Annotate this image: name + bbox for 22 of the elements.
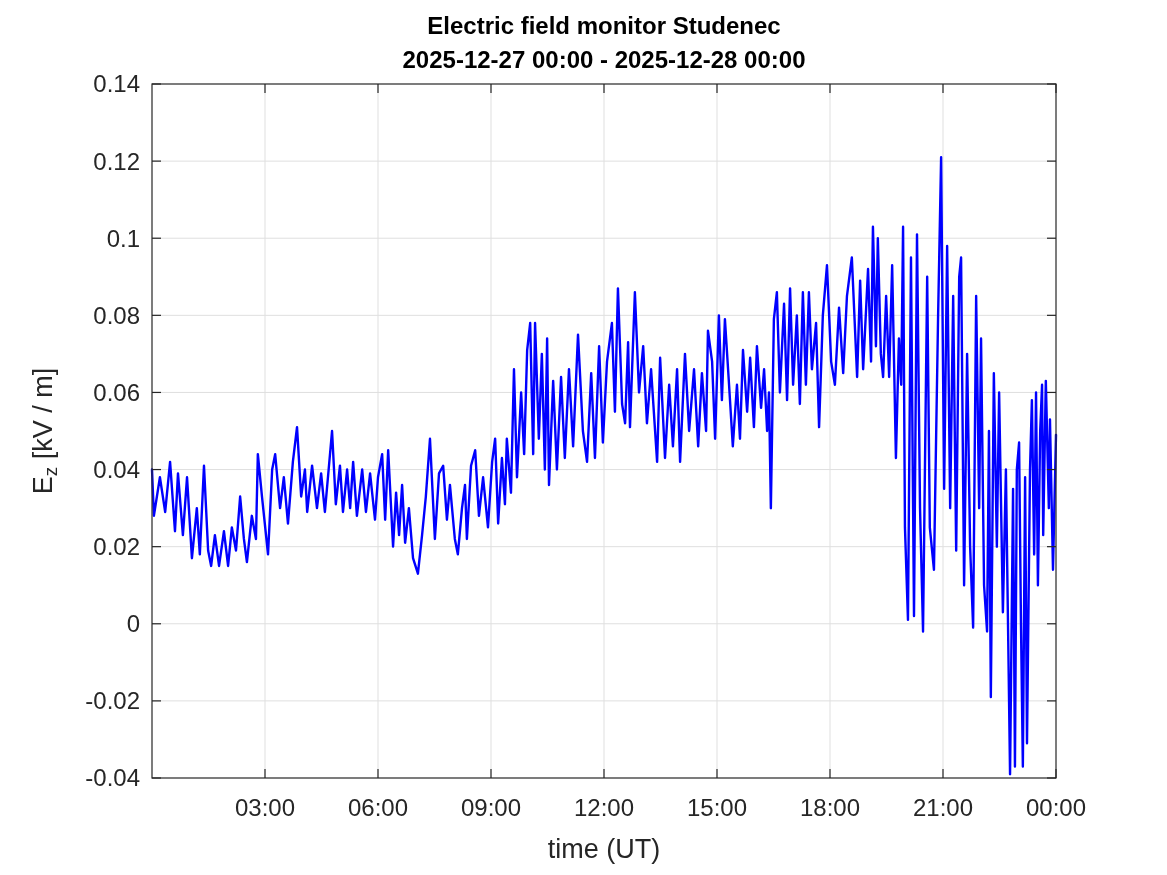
y-tick-label: -0.04: [85, 764, 140, 792]
y-tick-label: 0: [126, 610, 140, 638]
chart-title: Electric field monitor Studenec: [427, 12, 781, 39]
chart-subtitle: 2025-12-27 00:00 - 2025-12-28 00:00: [402, 46, 806, 73]
line-series: [150, 156, 1058, 776]
y-tick-label: 0.08: [93, 301, 140, 329]
x-tick-label: 06:00: [347, 794, 409, 821]
y-tick-label: 0.02: [93, 533, 140, 561]
x-tick-label: 15:00: [686, 794, 748, 821]
y-tick-label: 0.12: [93, 147, 140, 175]
x-axis-title: time (UT): [547, 834, 661, 864]
y-tick-label: 0.1: [106, 224, 140, 252]
x-tick-label: 12:00: [573, 794, 635, 821]
x-tick-label: 21:00: [912, 794, 974, 821]
y-tick-label: 0.14: [93, 70, 140, 98]
y-tick-label: -0.02: [85, 687, 140, 715]
x-tick-label: 03:00: [234, 794, 296, 821]
x-tick-label: 09:00: [460, 794, 522, 821]
x-tick-label: 00:00: [1025, 794, 1087, 821]
y-tick-label: 0.06: [93, 378, 140, 406]
y-tick-label: 0.04: [93, 455, 140, 483]
x-tick-label: 18:00: [799, 794, 861, 821]
